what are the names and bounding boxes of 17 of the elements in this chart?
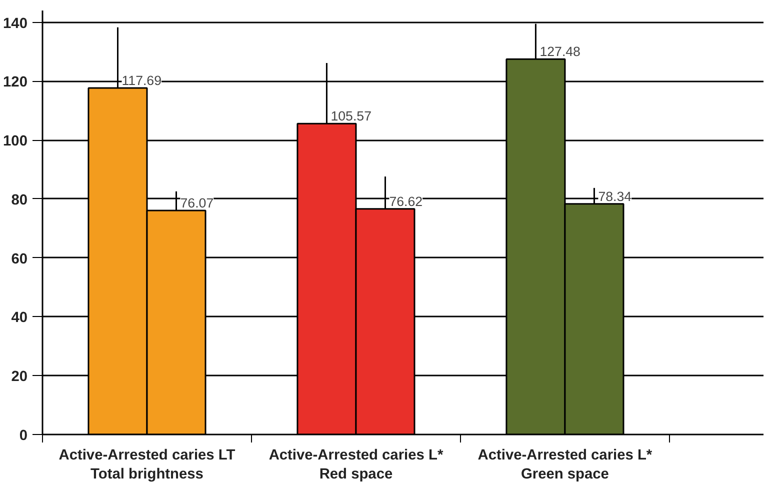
- y-tick-label: 100: [3, 134, 28, 150]
- data-label: 76.62: [389, 194, 423, 209]
- y-tick-label: 80: [11, 192, 28, 208]
- y-tick-label: 140: [3, 16, 28, 32]
- data-label: 78.34: [598, 188, 632, 204]
- x-tick-label: Active-Arrested caries L* Green space: [478, 448, 652, 483]
- y-tick-label: 0: [19, 428, 28, 444]
- data-label: 127.48: [540, 44, 580, 60]
- data-label: 105.57: [330, 108, 372, 124]
- y-tick-label: 40: [11, 310, 28, 326]
- y-tick-label: 20: [11, 369, 28, 386]
- y-tick-label: 120: [3, 74, 28, 91]
- y-tick-label: 60: [11, 251, 28, 268]
- x-tick-label: Active-Arrested caries LT Total brightness: [58, 448, 236, 483]
- x-tick-label: Active-Arrested caries L* Red space: [268, 448, 444, 483]
- data-label: 76.07: [180, 196, 214, 211]
- data-label: 117.69: [122, 72, 162, 88]
